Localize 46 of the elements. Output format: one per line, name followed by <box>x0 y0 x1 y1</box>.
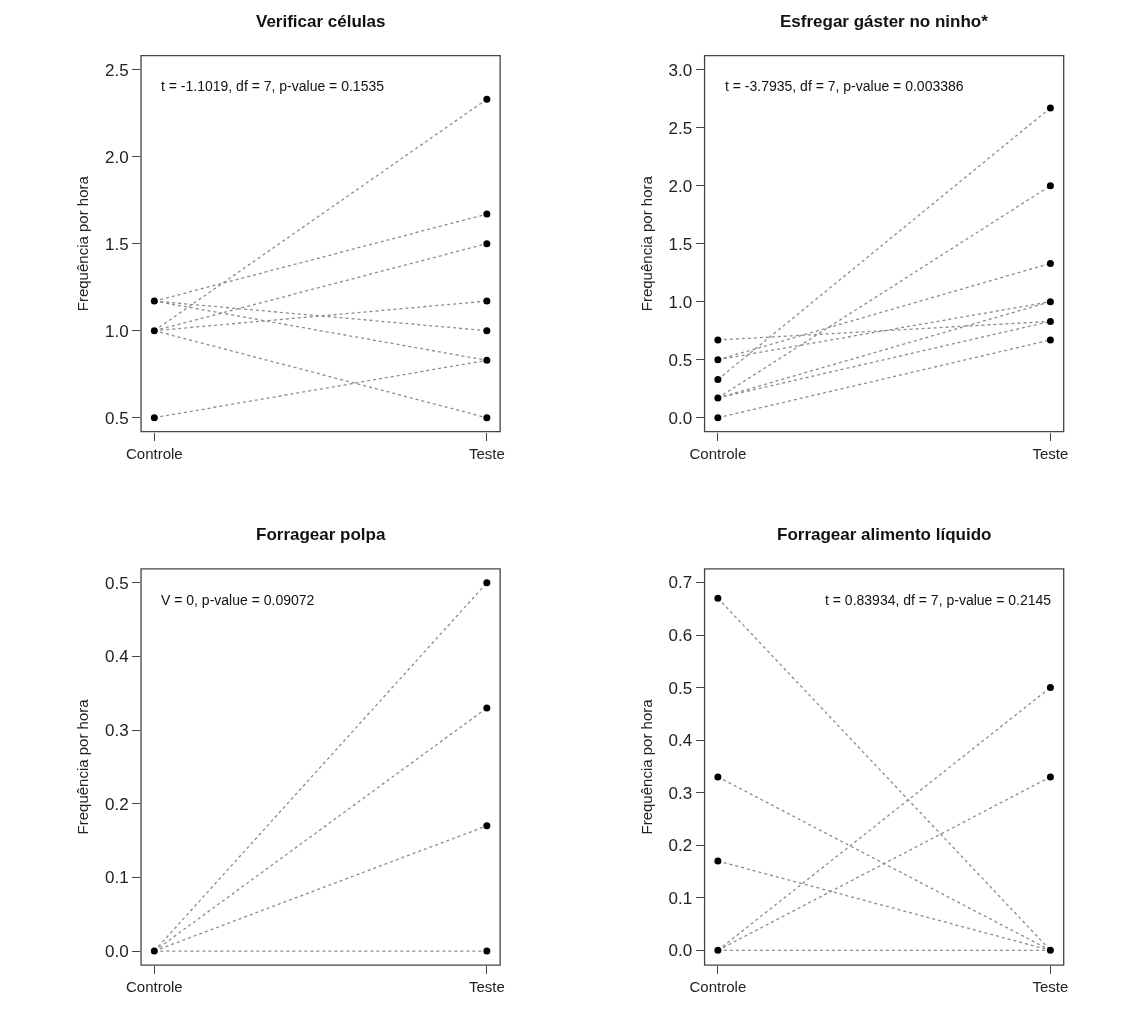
y-tick-label: 0.5 <box>104 408 129 428</box>
y-tick-label: 0.4 <box>104 647 129 667</box>
y-tick-label: 0.5 <box>668 678 693 698</box>
x-tick-label: Controle <box>125 444 183 462</box>
x-tick-label: Teste <box>468 978 505 996</box>
y-tick-label: 0.0 <box>668 941 693 961</box>
chart-title: Forragear alimento líquido <box>777 525 992 544</box>
y-axis-title: Frequência por hora <box>74 175 92 312</box>
y-tick-label: 1.5 <box>668 234 693 254</box>
y-tick-label: 0.2 <box>104 794 129 814</box>
y-tick-label: 2.0 <box>668 176 693 196</box>
annotation: t = 0.83934, df = 7, p-value = 0.2145 <box>825 592 1052 608</box>
x-tick-label: Controle <box>125 978 183 996</box>
y-tick-label: 0.0 <box>104 942 129 961</box>
chart-title: Esfregar gáster no ninho* <box>780 12 989 31</box>
y-tick-label: 0.1 <box>104 868 129 888</box>
x-tick-label: Controle <box>689 978 747 996</box>
y-tick-label: 0.6 <box>668 625 693 645</box>
y-tick-label: 1.0 <box>668 292 693 312</box>
y-tick-label: 2.0 <box>104 147 129 167</box>
y-tick-label: 0.1 <box>668 888 693 908</box>
x-tick-label: Teste <box>1032 978 1069 996</box>
y-tick-label: 2.5 <box>104 60 129 80</box>
annotation: V = 0, p-value = 0.09072 <box>161 592 315 608</box>
y-tick-label: 0.7 <box>668 573 693 593</box>
y-tick-label: 1.5 <box>104 234 129 254</box>
x-tick-label: Teste <box>468 444 505 462</box>
x-tick-label: Teste <box>1032 444 1069 462</box>
y-tick-label: 0.5 <box>668 350 693 370</box>
y-tick-label: 3.0 <box>668 60 693 80</box>
y-tick-label: 0.3 <box>668 783 693 803</box>
y-tick-label: 1.0 <box>104 321 129 341</box>
y-tick-label: 0.5 <box>104 573 129 593</box>
chart-title: Forragear polpa <box>256 525 386 544</box>
y-tick-label: 0.2 <box>668 836 693 856</box>
y-tick-label: 0.4 <box>668 731 693 751</box>
y-axis-title: Frequência por hora <box>637 175 655 312</box>
y-tick-label: 2.5 <box>668 118 693 138</box>
y-tick-label: 0.3 <box>104 721 129 741</box>
annotation: t = -3.7935, df = 7, p-value = 0.003386 <box>725 78 964 94</box>
y-axis-title: Frequência por hora <box>74 698 92 835</box>
y-tick-label: 0.0 <box>668 408 693 428</box>
y-axis-title: Frequência por hora <box>637 698 655 835</box>
x-tick-label: Controle <box>689 444 747 462</box>
chart-title: Verificar células <box>256 12 386 31</box>
annotation: t = -1.1019, df = 7, p-value = 0.1535 <box>161 78 385 94</box>
